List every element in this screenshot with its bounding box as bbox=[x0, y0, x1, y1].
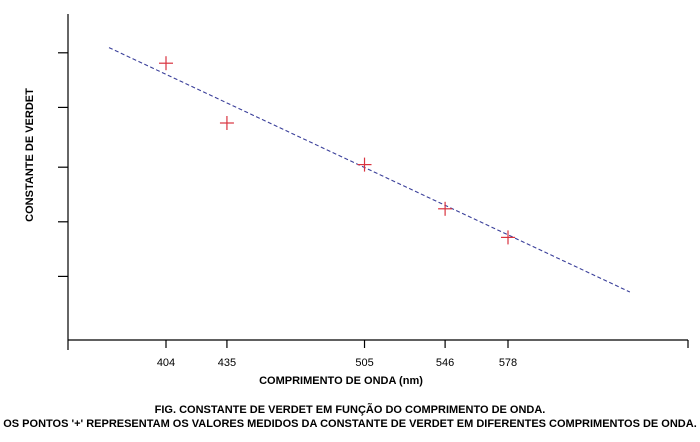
data-point-plus bbox=[357, 157, 372, 172]
axes bbox=[58, 14, 689, 350]
data-point-plus bbox=[501, 230, 515, 245]
x-tick-label: 546 bbox=[436, 357, 454, 369]
verdet-chart: 404 435 505 546 578 COMPRIMENTO DE ONDA (nm)… bbox=[24, 14, 689, 387]
x-axis-title: COMPRIMENTO DE ONDA (nm) bbox=[259, 375, 423, 387]
data-point-plus bbox=[438, 201, 453, 216]
x-tick-label: 578 bbox=[499, 357, 517, 369]
x-tick-label: 505 bbox=[355, 357, 373, 369]
data-point-plus bbox=[159, 56, 173, 71]
y-axis-title: CONSTANTE DE VERDET bbox=[24, 88, 36, 222]
data-point-plus bbox=[219, 116, 234, 130]
figure-caption-line-1: FIG. CONSTANTE DE VERDET EM FUNÇÃO DO CO… bbox=[154, 404, 546, 416]
trend-line-group bbox=[108, 47, 631, 293]
data-points bbox=[159, 56, 515, 245]
x-tick-label: 435 bbox=[218, 357, 236, 369]
trend-line bbox=[108, 47, 631, 293]
x-ticks: 404 435 505 546 578 bbox=[157, 340, 517, 369]
x-tick-label: 404 bbox=[157, 357, 175, 369]
figure-caption-line-2: OS PONTOS '+' REPRESENTAM OS VALORES MED… bbox=[3, 418, 697, 430]
